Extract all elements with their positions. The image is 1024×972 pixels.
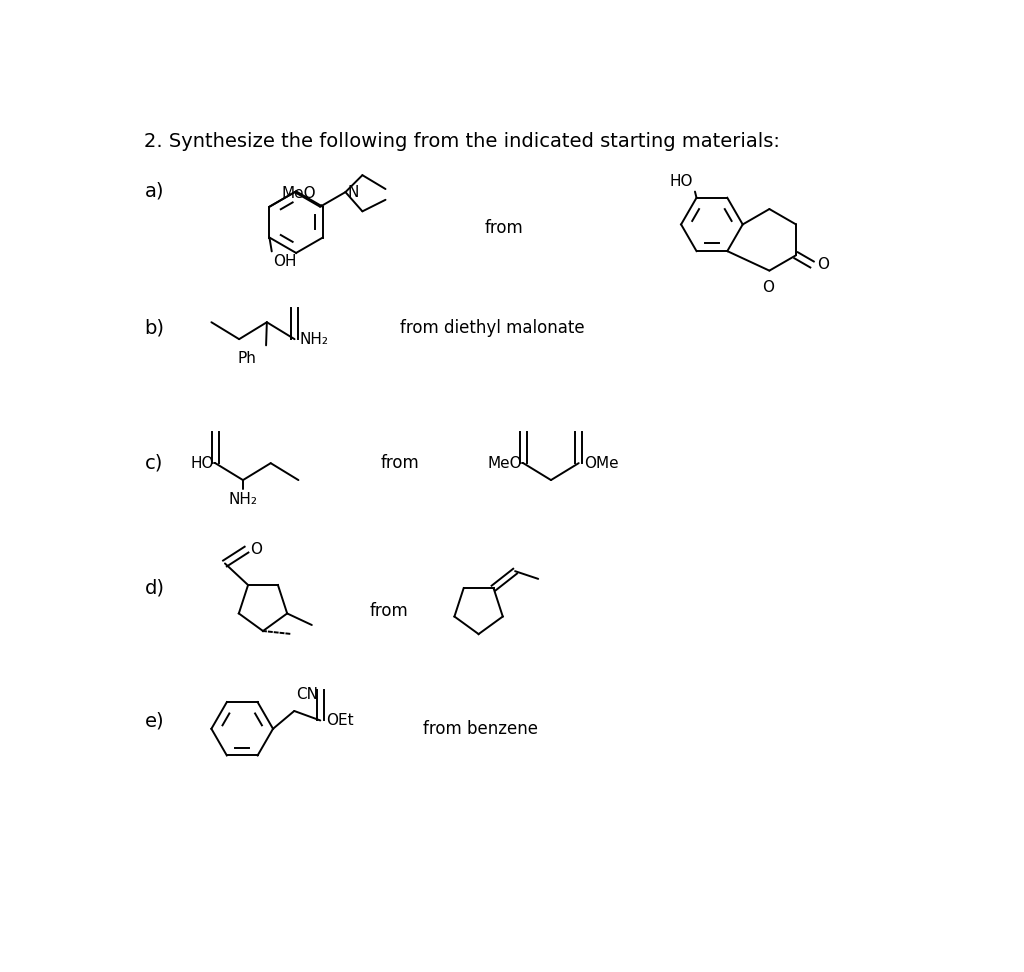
Text: HO: HO xyxy=(669,174,692,189)
Text: from diethyl malonate: from diethyl malonate xyxy=(400,320,585,337)
Text: OMe: OMe xyxy=(584,456,618,470)
Text: MeO: MeO xyxy=(487,456,521,470)
Text: OH: OH xyxy=(273,255,297,269)
Text: O: O xyxy=(762,280,774,295)
Text: OEt: OEt xyxy=(326,712,353,728)
Text: from: from xyxy=(370,602,408,620)
Text: from: from xyxy=(381,454,420,472)
Text: a): a) xyxy=(144,182,164,200)
Text: NH₂: NH₂ xyxy=(300,331,329,347)
Text: d): d) xyxy=(144,578,165,598)
Text: O: O xyxy=(251,542,262,557)
Text: from benzene: from benzene xyxy=(423,720,539,738)
Text: CN: CN xyxy=(296,687,317,702)
Text: 2. Synthesize the following from the indicated starting materials:: 2. Synthesize the following from the ind… xyxy=(144,132,780,151)
Text: O: O xyxy=(817,257,829,272)
Text: from: from xyxy=(484,219,523,236)
Text: e): e) xyxy=(144,712,164,730)
Text: Ph: Ph xyxy=(238,352,257,366)
Text: b): b) xyxy=(144,319,165,337)
Text: MeO: MeO xyxy=(282,186,316,200)
Text: N: N xyxy=(348,185,359,199)
Text: HO: HO xyxy=(190,456,214,470)
Text: NH₂: NH₂ xyxy=(228,493,257,507)
Text: c): c) xyxy=(144,453,163,472)
